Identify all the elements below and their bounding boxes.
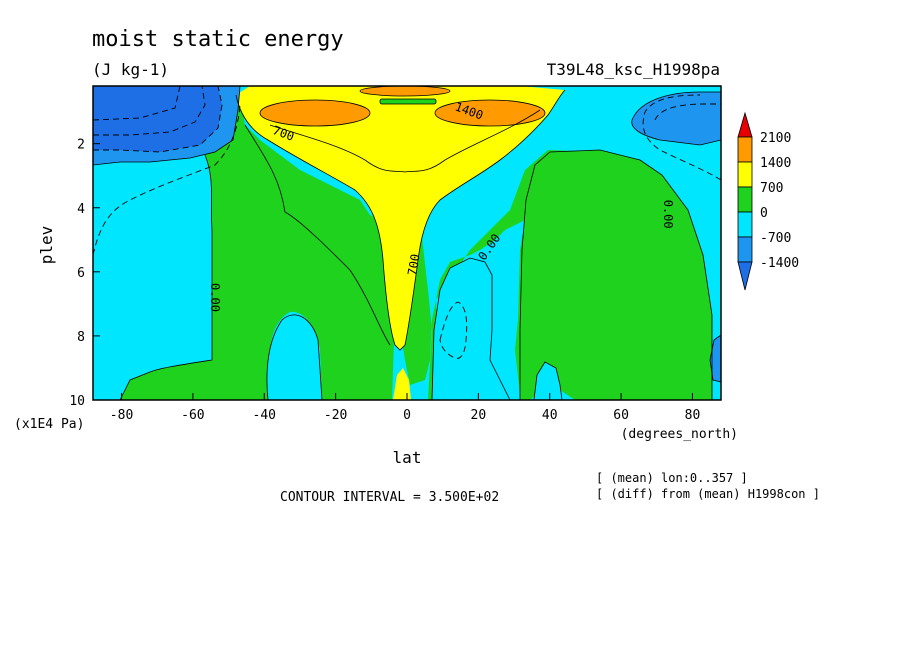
region-yellow-center: [236, 86, 565, 350]
contour-label: 0.00: [208, 283, 222, 312]
colorbar-max-arrow: [737, 111, 753, 138]
x-tick-label: 80: [685, 408, 701, 423]
region-cyan-bump-40: [534, 362, 562, 400]
region-green-streak: [379, 98, 437, 105]
x-tick-label: -20: [324, 408, 347, 423]
x-tick-label: -80: [110, 408, 133, 423]
colorbar-swatch: [737, 211, 753, 238]
y-tick-label: 6: [77, 266, 85, 281]
colorbar: 2100 1400 700 0 -700 -1400: [737, 111, 799, 291]
experiment-label: T39L48_ksc_H1998pa: [547, 60, 720, 79]
x-tick-label: 40: [542, 408, 558, 423]
region-orange-left: [260, 100, 370, 126]
note-mean-lon: [ (mean) lon:0..357 ]: [596, 471, 748, 485]
colorbar-label: 1400: [760, 156, 791, 171]
x-tick-label: 20: [471, 408, 487, 423]
chart-title: moist static energy: [92, 27, 344, 52]
region-yellow-bottom: [393, 368, 411, 400]
contour-label: 700: [271, 123, 296, 144]
x-axis: -80 -60 -40 -20 0 20 40 60 80: [110, 393, 700, 423]
region-cyan-pocket-mid: [432, 258, 510, 400]
colorbar-label: 0: [760, 206, 768, 221]
y-axis-label: plev: [37, 226, 56, 265]
x-tick-label: -60: [181, 408, 204, 423]
x-axis-label: lat: [393, 448, 422, 467]
contour-interval-label: CONTOUR INTERVAL = 3.500E+02: [280, 490, 499, 505]
x-axis-units: (degrees_north): [621, 427, 738, 442]
region-blue-topleft-inner: [93, 86, 222, 152]
region-orange-right: [435, 100, 545, 126]
x-tick-label: -40: [253, 408, 276, 423]
colorbar-swatch: [737, 186, 753, 213]
colorbar-swatch: [737, 136, 753, 163]
note-diff-from: [ (diff) from (mean) H1998con ]: [596, 487, 820, 501]
colorbar-swatch: [737, 236, 753, 263]
region-cyan-pocket-left: [266, 314, 322, 400]
colorbar-label: -700: [760, 231, 791, 246]
colorbar-label: 700: [760, 181, 783, 196]
region-orange-top: [360, 86, 450, 96]
colorbar-min-arrow: [737, 261, 753, 291]
region-cyan-right-upper: [540, 86, 721, 400]
y-tick-label: 4: [77, 202, 85, 217]
colorbar-label: -1400: [760, 256, 799, 271]
colorbar-swatch: [737, 161, 753, 188]
x-tick-label: 0: [403, 408, 411, 423]
y-axis-units: (x1E4 Pa): [14, 417, 84, 432]
y-tick-label: 10: [69, 394, 85, 409]
chart-units: (J kg-1): [92, 60, 169, 79]
y-tick-label: 8: [77, 330, 85, 345]
contour-label: 0.00: [661, 200, 675, 229]
region-blue-topright: [631, 92, 721, 145]
region-green-right: [520, 150, 712, 400]
contour-label: 700: [405, 253, 423, 277]
y-tick-label: 2: [77, 138, 85, 153]
x-tick-label: 60: [613, 408, 629, 423]
colorbar-label: 2100: [760, 131, 791, 146]
y-axis: 2 4 6 8 10: [69, 138, 100, 409]
